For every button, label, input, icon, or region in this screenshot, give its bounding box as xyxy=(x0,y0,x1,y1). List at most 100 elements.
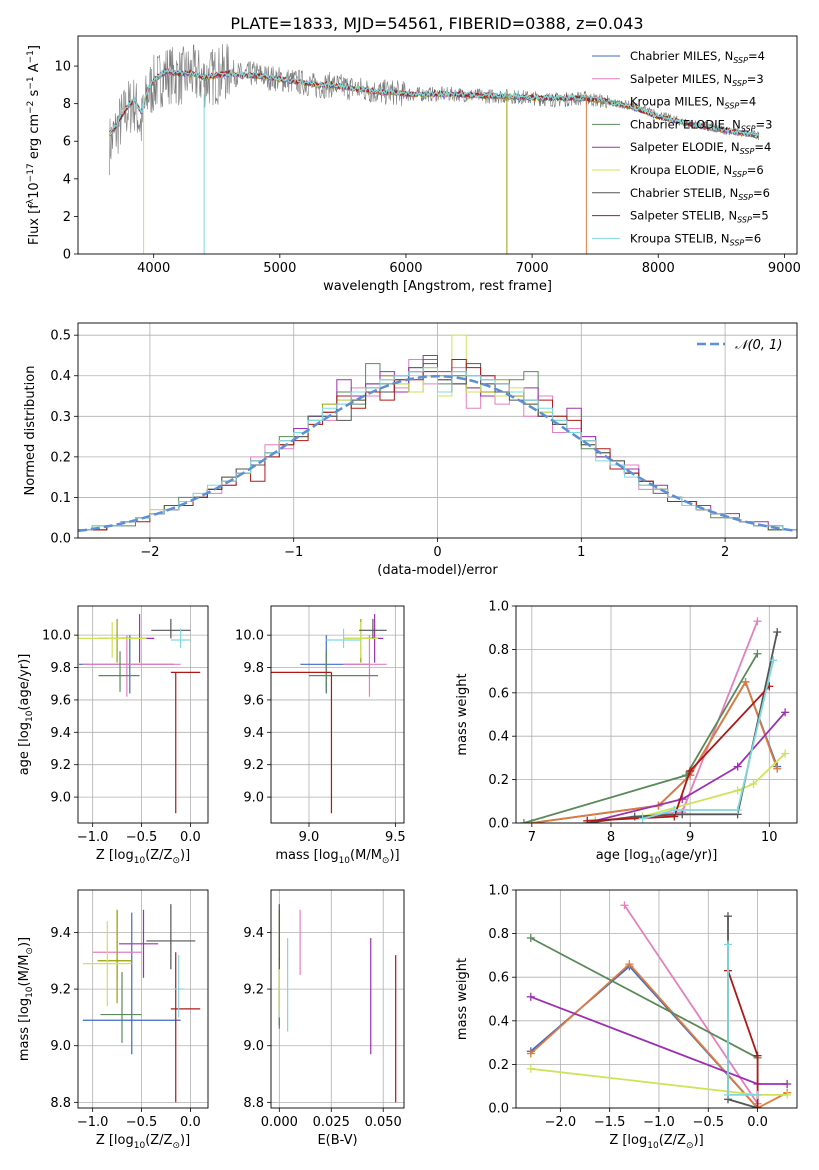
y-tick-label: 0.3 xyxy=(50,410,71,425)
xlabel_parts: Z [log10(Z/Z⊙)] xyxy=(96,1133,190,1151)
ylabel_parts-part: −2 xyxy=(26,101,36,114)
y-tick-label: 9.2 xyxy=(243,983,264,998)
y-tick-label: 0.8 xyxy=(488,927,509,942)
x-tick-label: 6000 xyxy=(389,261,422,276)
plot-area xyxy=(78,334,797,533)
y-tick-label: 9.4 xyxy=(243,926,264,941)
legend-name: Salpeter ELODIE, N xyxy=(630,140,740,154)
x-axis-label: E(B-V) xyxy=(317,1133,357,1148)
legend-sub: SSP xyxy=(730,238,745,247)
weight-line-kroupa-stelib xyxy=(642,660,775,820)
x-tick-label: 9.0 xyxy=(299,830,320,845)
xlabel_parts-part: age [log xyxy=(596,848,649,863)
weight-line-salpeter-elodie xyxy=(594,711,786,822)
y-tick-label: 9.4 xyxy=(243,726,264,741)
legend-suffix: =6 xyxy=(753,186,770,200)
y-tick-label: 0.0 xyxy=(488,817,509,832)
y-tick-label: 0 xyxy=(63,248,71,263)
legend-sub: SSP xyxy=(732,170,747,179)
ylabel_parts-part: 10 xyxy=(27,182,42,199)
ylabel_parts-part: −1 xyxy=(26,50,36,63)
legend-sub: SSP xyxy=(725,102,740,111)
ylabel_parts-part: A xyxy=(27,63,42,76)
y-tick-label: 9.6 xyxy=(243,693,264,708)
y-tick-label: 0.6 xyxy=(488,686,509,701)
legend-entry: Chabrier MILES, NSSP=4 xyxy=(630,49,765,65)
ylabel_parts-part: ⊙ xyxy=(25,947,35,955)
weight-line-kroupa-stelib xyxy=(727,944,758,1096)
y-axis-label: mass weight xyxy=(455,673,470,755)
axes-frame xyxy=(77,605,209,824)
ylabel_parts-part: age [log xyxy=(17,722,32,775)
legend-entry: Salpeter STELIB, NSSP=5 xyxy=(630,209,769,225)
panel-6: 0.000 0.025 0.050 8.8 9.0 9.2 9.4 E(B-V) xyxy=(243,889,405,1148)
legend-entry: Kroupa ELODIE, NSSP=6 xyxy=(630,163,764,179)
y-tick-label: 9.2 xyxy=(50,983,71,998)
y-tick-label: 4 xyxy=(63,172,71,187)
xlabel_parts-part: )] xyxy=(180,848,190,863)
axes-frame xyxy=(77,889,209,1109)
x-tick-label: −0.5 xyxy=(692,1115,724,1130)
plot-area xyxy=(108,43,760,254)
legend-name: Salpeter STELIB, N xyxy=(630,209,737,223)
y-tick-label: 10.0 xyxy=(235,629,264,644)
data-spectrum-line xyxy=(109,43,760,176)
spectrum-legend: Chabrier MILES, NSSP=4 Salpeter MILES, NS… xyxy=(592,49,772,247)
y-tick-label: 9.2 xyxy=(243,758,264,773)
legend-sub: SSP xyxy=(737,216,752,225)
ylabel_parts-part: erg cm xyxy=(27,114,42,163)
x-tick-label: 0.0 xyxy=(747,1115,768,1130)
legend-name: Chabrier STELIB, N xyxy=(630,186,738,200)
plot-area xyxy=(271,614,387,814)
xlabel_parts-part: 10 xyxy=(649,856,661,866)
y-tick-label: 0.4 xyxy=(488,1014,509,1029)
axes-frame xyxy=(515,605,798,824)
xlabel_parts-part: )] xyxy=(694,1133,704,1148)
xlabel_parts-part: ⊙ xyxy=(686,1141,694,1151)
y-tick-label: 0.2 xyxy=(488,773,509,788)
x-axis-label: wavelength [Angstrom, rest frame] xyxy=(323,279,552,294)
ylabel_parts-part: (M/M xyxy=(17,955,32,987)
y-tick-label: 0.2 xyxy=(488,1058,509,1073)
xlabel_parts-part: 10 xyxy=(647,1141,659,1151)
xlabel_parts-part: (Z/Z xyxy=(659,1133,686,1148)
xlabel_parts-part: 10 xyxy=(134,1141,146,1151)
panel-5: −1.0 −0.5 0.08.89.09.29.4Z [log10(Z/Z⊙)]ma… xyxy=(17,889,209,1151)
legend-name: Chabrier ELODIE, N xyxy=(630,117,741,131)
legend-sub: SSP xyxy=(740,147,755,156)
ylabel_parts: Flux [fλ10−17 erg cm−2 s−1 A−1] xyxy=(26,45,42,245)
x-tick-label: −1.0 xyxy=(77,830,109,845)
legend-entry: Salpeter MILES, NSSP=3 xyxy=(630,72,764,88)
legend-sub: SSP xyxy=(733,56,748,65)
x-tick-label: 8 xyxy=(607,830,615,845)
plot-area xyxy=(78,614,201,814)
ylabel_parts-part: ] xyxy=(27,45,42,50)
legend-suffix: =3 xyxy=(756,117,773,131)
legend-sub: SSP xyxy=(738,193,753,202)
legend-name: Kroupa ELODIE, N xyxy=(630,163,732,177)
xlabel_parts-part: Z [log xyxy=(609,1133,647,1148)
xlabel_parts: Z [log10(Z/Z⊙)] xyxy=(609,1133,703,1151)
xlabel_parts-part: ⊙ xyxy=(382,856,390,866)
y-tick-label: 8.8 xyxy=(50,1096,71,1111)
x-tick-label: −0.5 xyxy=(126,1115,158,1130)
xlabel_parts-part: 10 xyxy=(134,856,146,866)
y-axis-label: mass weight xyxy=(455,958,470,1040)
legend-entry: Chabrier STELIB, NSSP=6 xyxy=(630,186,770,202)
weight-line-salpeter-stelib xyxy=(727,970,759,1108)
x-tick-label: 9.5 xyxy=(385,830,406,845)
x-tick-label: −2 xyxy=(140,545,159,560)
panel-7: −2.0 −1.5 −1.0 −0.5 0.0 0.0 0.2 0.4 0.6 0.8 1.0 Z [… xyxy=(455,884,798,1151)
y-tick-label: 1.0 xyxy=(488,600,509,615)
y-tick-label: 0.6 xyxy=(488,971,509,986)
x-tick-label: −1.0 xyxy=(643,1115,675,1130)
x-tick-label: 0.0 xyxy=(180,1115,201,1130)
ylabel_parts-part: 10 xyxy=(25,986,35,998)
legend-suffix: =6 xyxy=(747,163,764,177)
y-tick-label: 10.0 xyxy=(42,629,71,644)
ylabel_parts-part: λ xyxy=(26,198,36,204)
xlabel_parts-part: (M/M xyxy=(350,848,382,863)
x-tick-label: −1.0 xyxy=(77,1115,109,1130)
xlabel_parts-part: Z [log xyxy=(96,848,134,863)
y-tick-label: 9.2 xyxy=(50,758,71,773)
